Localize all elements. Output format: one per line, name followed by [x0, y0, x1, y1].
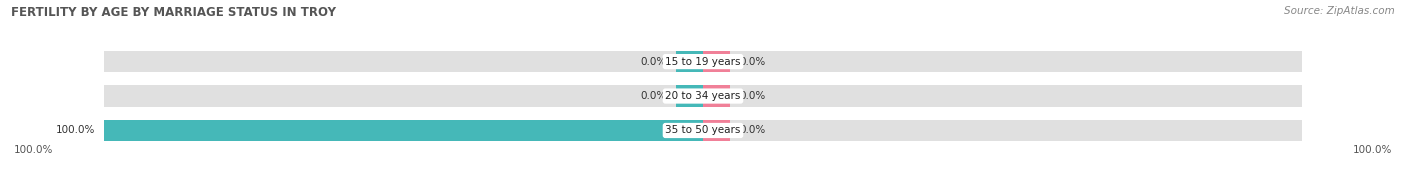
Bar	[104, 51, 703, 72]
Text: 100.0%: 100.0%	[1353, 145, 1392, 155]
Text: Source: ZipAtlas.com: Source: ZipAtlas.com	[1284, 6, 1395, 16]
Bar	[703, 51, 1302, 72]
Bar	[703, 51, 730, 72]
Text: FERTILITY BY AGE BY MARRIAGE STATUS IN TROY: FERTILITY BY AGE BY MARRIAGE STATUS IN T…	[11, 6, 336, 19]
Bar	[104, 120, 703, 141]
Text: 0.0%: 0.0%	[740, 91, 765, 101]
Text: 20 to 34 years: 20 to 34 years	[665, 91, 741, 101]
Text: 100.0%: 100.0%	[56, 125, 96, 135]
Text: 15 to 19 years: 15 to 19 years	[665, 57, 741, 67]
Bar	[703, 85, 730, 107]
Bar	[676, 51, 703, 72]
Text: 0.0%: 0.0%	[740, 125, 765, 135]
Bar	[104, 120, 703, 141]
Text: 0.0%: 0.0%	[641, 91, 666, 101]
Text: 100.0%: 100.0%	[14, 145, 53, 155]
Bar	[703, 120, 730, 141]
Bar	[104, 85, 703, 107]
Text: 0.0%: 0.0%	[641, 57, 666, 67]
Text: 0.0%: 0.0%	[740, 57, 765, 67]
Text: 35 to 50 years: 35 to 50 years	[665, 125, 741, 135]
Bar	[676, 85, 703, 107]
Bar	[703, 85, 1302, 107]
Bar	[703, 120, 1302, 141]
